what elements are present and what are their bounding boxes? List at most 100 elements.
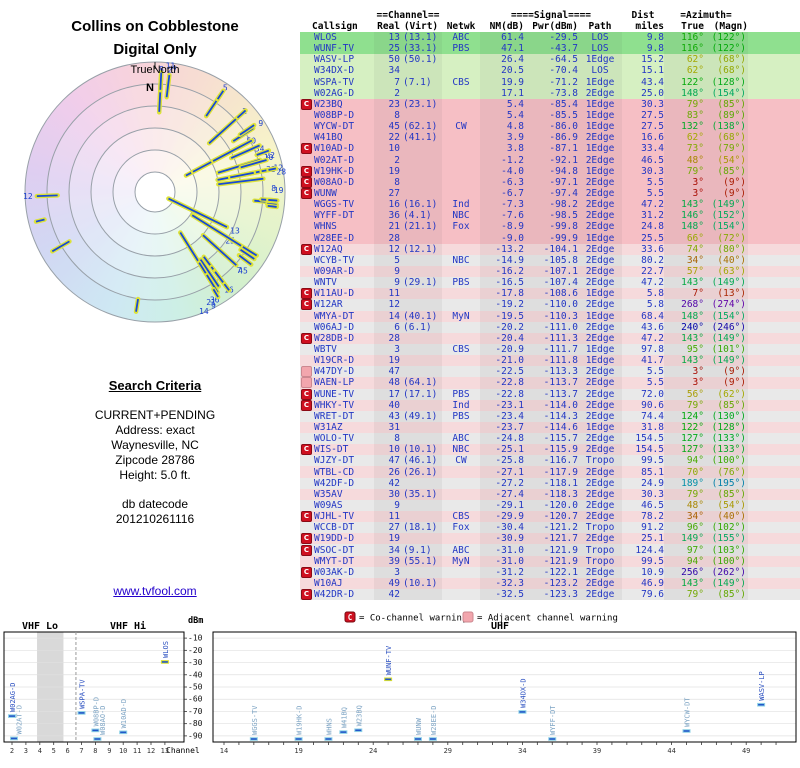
- cell-real: 8: [374, 110, 400, 121]
- cell-pwr: -113.7: [524, 389, 578, 400]
- cell-real: 19: [374, 533, 400, 544]
- table-row: W19CR-D 19 -21.0 -111.8 1Edge 41.7 143° (149°): [300, 355, 800, 367]
- cell-nm: -20.2: [480, 322, 524, 333]
- cell-dist: 9.8: [646, 43, 664, 55]
- cell-real: 8: [374, 433, 400, 444]
- vhf-lo-label: VHF Lo: [22, 621, 58, 632]
- cell-azm: (9°): [704, 366, 748, 377]
- chart-signal-marker: [428, 737, 437, 741]
- cell-w: C: [300, 388, 312, 400]
- db-datecode-value: 201210261116: [115, 512, 195, 527]
- table-row: WMYA-DT 14 (40.1) MyN -19.5 -110.3 1Edge 68.4 14…: [300, 310, 800, 322]
- co-channel-warning-icon: C: [301, 388, 312, 400]
- cell-path: 2Edge: [578, 155, 622, 166]
- cell-real: 11: [374, 511, 400, 522]
- cell-net: [442, 355, 480, 366]
- tvfool-link[interactable]: www.tvfool.com: [113, 584, 197, 598]
- cell-real: 8: [374, 177, 400, 188]
- cell-cs: WMYT-DT: [314, 555, 355, 567]
- cell-net: NBC: [452, 210, 470, 222]
- chart-signal-marker: [119, 730, 128, 735]
- cell-virt: (41.1): [400, 132, 442, 143]
- cell-nm: 4.8: [480, 121, 524, 132]
- cell-path: Tropo: [578, 522, 622, 533]
- cell-virt: [400, 344, 442, 355]
- cell-azm: (149°): [704, 355, 748, 366]
- cell-dist: 97.8: [641, 344, 664, 355]
- cell-dist: 154.5: [635, 444, 664, 456]
- cell-net: NBC: [452, 254, 470, 266]
- dbm-axis-label: dBm: [188, 616, 203, 626]
- cell-azm: (149°): [704, 578, 748, 589]
- cell-azt: 256°: [664, 567, 704, 578]
- cell-pwr: -94.8: [524, 166, 578, 177]
- cell-virt: (16.1): [400, 199, 442, 210]
- cell-cs: W19HK-D: [314, 165, 355, 177]
- cell-cs: W31AZ: [314, 421, 343, 433]
- cell-real: 10: [374, 143, 400, 154]
- cell-dist: 154.5: [635, 433, 664, 445]
- dbm-tick-label: -70: [188, 707, 203, 716]
- header-channel-group: ==Channel==: [376, 10, 440, 21]
- cell-w: C: [300, 533, 312, 545]
- cell-nm: -1.2: [480, 155, 524, 166]
- cell-dist: 72.0: [641, 388, 664, 400]
- cell-azm: (9°): [704, 177, 748, 188]
- cell-net: Ind: [452, 399, 470, 411]
- cell-cs: WSOC-DT: [314, 544, 355, 556]
- table-row: W41BQ 22 (41.1) 3.9 -86.9 2Edge 16.6 62° (68°): [300, 132, 800, 144]
- vhf-channel-tick: 10: [119, 747, 127, 755]
- table-row: WCCB-DT 27 (18.1) Fox -30.4 -121.2 Tropo 91.2 96…: [300, 522, 800, 534]
- uhf-channel-tick: 14: [220, 747, 228, 755]
- cell-cs: WTBL-CD: [314, 466, 355, 478]
- header-azimuth-group: =Azimuth=: [680, 10, 732, 21]
- cell-pwr: -85.4: [524, 99, 578, 110]
- table-row: W02AT-D 2 -1.2 -92.1 2Edge 46.5 48° (54°): [300, 154, 800, 166]
- table-row: C W11AU-D 11 -17.8 -108.6 1Edge 5.8 7° (13°): [300, 288, 800, 300]
- cell-virt: [400, 110, 442, 121]
- cell-w: C: [300, 188, 312, 200]
- cell-azt: 79°: [664, 489, 704, 500]
- cell-real: 2: [374, 155, 400, 166]
- cell-dist: 5.8: [646, 288, 664, 300]
- radar-channel-label: 19: [274, 186, 284, 195]
- table-row: C W19DD-D 19 -30.9 -121.7 2Edge 25.1 149° (155°): [300, 533, 800, 545]
- cell-pwr: -117.9: [524, 466, 578, 478]
- cell-real: 19: [374, 355, 400, 366]
- radar-marker: [267, 204, 277, 208]
- cell-dist: 15.1: [641, 65, 664, 77]
- cell-net: [442, 333, 480, 344]
- cell-azt: 143°: [664, 355, 704, 366]
- chart-callsign-label: WLOS: [162, 641, 170, 658]
- cell-net: [442, 567, 480, 578]
- table-row: WHNS 21 (21.1) Fox -8.9 -99.8 2Edge 24.8 148° (15…: [300, 221, 800, 233]
- cell-azm: (9°): [704, 188, 748, 199]
- cell-path: 1Edge: [578, 311, 622, 322]
- chart-callsign-label: W08BP-D: [92, 697, 100, 727]
- cell-path: 2Edge: [578, 389, 622, 400]
- cell-pwr: -97.4: [524, 188, 578, 199]
- cell-w: [300, 522, 312, 533]
- cell-azt: 148°: [664, 88, 704, 99]
- cell-w: [300, 489, 312, 500]
- cell-dist: 99.5: [641, 455, 664, 467]
- cell-net: [442, 88, 480, 99]
- cell-path: 1Edge: [578, 99, 622, 110]
- cell-dist: 68.4: [641, 310, 664, 322]
- cell-virt: (35.1): [400, 489, 442, 500]
- cell-pwr: -123.3: [524, 589, 578, 600]
- cell-w: [300, 77, 312, 88]
- page-title-line2: Digital Only: [113, 40, 197, 58]
- cell-w: [300, 110, 312, 121]
- cell-azt: 143°: [664, 199, 704, 210]
- cell-dist: 30.3: [641, 488, 664, 500]
- cell-nm: -16.2: [480, 266, 524, 277]
- cell-pwr: -121.7: [524, 533, 578, 544]
- cell-nm: -19.2: [480, 299, 524, 310]
- cell-cs: W02AT-D: [314, 154, 355, 166]
- cell-azt: 148°: [664, 221, 704, 232]
- vhf-channel-tick: 7: [79, 747, 83, 755]
- cell-cs: W06AJ-D: [314, 321, 355, 333]
- cell-path: 2Edge: [578, 255, 622, 266]
- cell-azt: 97°: [664, 544, 704, 556]
